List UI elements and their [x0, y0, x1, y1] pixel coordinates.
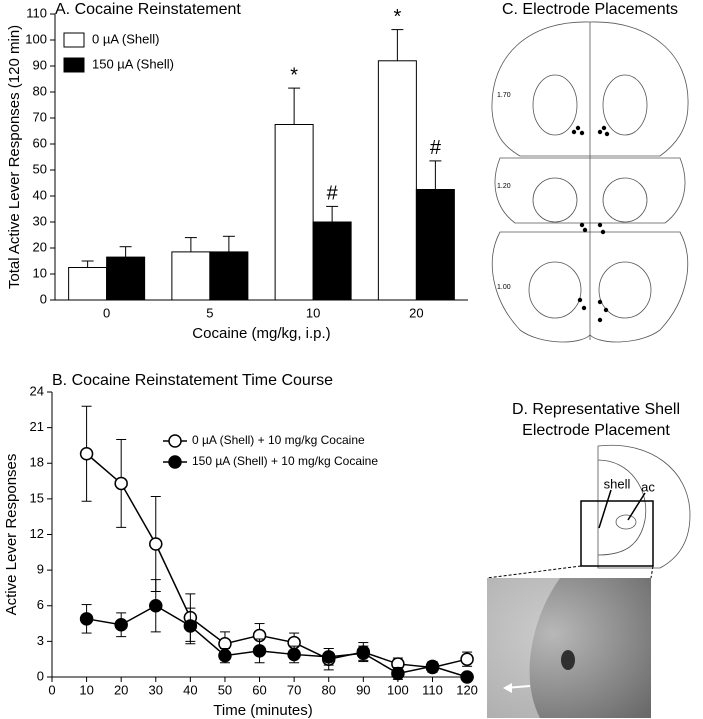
legend-swatch: [63, 32, 85, 48]
chart-title: B. Cocaine Reinstatement Time Course: [52, 372, 333, 389]
section-diagram: [486, 444, 691, 718]
y-tick-label: 100: [25, 31, 47, 46]
y-axis-label: Active Lever Responses: [3, 454, 20, 616]
y-tick-label: 90: [33, 57, 47, 72]
x-tick-label: 10: [79, 682, 93, 697]
y-tick-label: 70: [33, 109, 47, 124]
series-line: [86, 604, 468, 678]
series-line: [86, 453, 468, 669]
y-tick-label: 20: [33, 239, 47, 254]
panel-title: Electrode Placement: [522, 422, 670, 439]
y-tick-label: 50: [33, 161, 47, 176]
point: [460, 652, 474, 666]
y-tick-label: 0: [40, 291, 47, 306]
x-tick-label: 70: [287, 682, 301, 697]
point: [425, 659, 440, 674]
bar: [312, 221, 352, 301]
y-tick-label: 0: [37, 668, 44, 683]
point: [149, 537, 163, 551]
panel-title: D. Representative Shell: [512, 401, 680, 418]
chart-title: A. Cocaine Reinstatement: [55, 1, 241, 18]
panel-title: C. Electrode Placements: [502, 1, 678, 18]
legend-swatch: [63, 57, 85, 73]
bar: [415, 189, 455, 301]
x-tick-label: 20: [114, 682, 128, 697]
x-tick-label: 90: [356, 682, 370, 697]
y-tick-label: 40: [33, 187, 47, 202]
point: [218, 648, 232, 663]
point: [391, 666, 405, 681]
y-axis-label: Total Active Lever Responses (120 min): [6, 25, 23, 289]
x-tick-label: 60: [252, 682, 266, 697]
level-label: 1.00: [497, 284, 511, 291]
region-label: shell: [604, 476, 631, 491]
y-tick-label: 15: [30, 490, 44, 505]
x-tick-label: 40: [183, 682, 197, 697]
point: [460, 670, 474, 684]
legend-marker: [168, 455, 182, 469]
point: [183, 619, 198, 633]
significance-marker: #: [327, 183, 339, 205]
point: [218, 637, 232, 651]
x-tick-label: 5: [206, 305, 213, 320]
bar: [209, 251, 249, 301]
point: [356, 646, 371, 660]
significance-marker: *: [290, 64, 298, 86]
point: [287, 647, 301, 662]
legend-label: 150 µA (Shell): [92, 56, 174, 71]
level-label: 1.70: [497, 92, 511, 99]
x-axis-label: Cocaine (mg/kg, i.p.): [192, 325, 330, 342]
legend-label: 150 µA (Shell) + 10 mg/kg Cocaine: [192, 454, 378, 468]
point: [149, 599, 163, 613]
x-axis-label: Time (minutes): [213, 702, 312, 719]
y-tick-label: 6: [37, 597, 44, 612]
significance-marker: *: [393, 6, 401, 28]
point: [79, 447, 94, 461]
bar: [171, 251, 211, 301]
region-label: ac: [641, 479, 655, 494]
x-tick-label: 110: [422, 682, 443, 697]
bar: [68, 267, 108, 301]
y-tick-label: 110: [26, 5, 47, 20]
bar: [377, 60, 417, 301]
x-tick-label: 0: [48, 682, 55, 697]
point: [252, 644, 267, 658]
significance-marker: #: [430, 137, 442, 159]
y-tick-label: 24: [30, 383, 44, 398]
point: [79, 612, 94, 626]
level-label: 1.20: [497, 183, 511, 190]
x-tick-label: 0: [103, 305, 110, 320]
x-tick-label: 20: [409, 305, 423, 320]
x-tick-label: 50: [218, 682, 232, 697]
point: [114, 476, 128, 491]
y-tick-label: 10: [33, 265, 47, 280]
x-tick-label: 120: [456, 682, 478, 697]
y-tick-label: 80: [33, 83, 47, 98]
bar: [274, 124, 314, 301]
legend-label: 0 µA (Shell): [92, 31, 159, 46]
x-tick-label: 100: [387, 682, 409, 697]
x-tick-label: 10: [306, 305, 320, 320]
y-tick-label: 12: [30, 526, 44, 541]
x-tick-label: 30: [149, 682, 163, 697]
legend-marker: [168, 434, 182, 448]
bar: [106, 256, 146, 301]
x-tick-label: 80: [321, 682, 335, 697]
y-tick-label: 60: [33, 135, 47, 150]
point: [114, 618, 128, 632]
y-tick-label: 18: [30, 455, 44, 470]
brain-sections: [491, 21, 689, 343]
point: [321, 650, 336, 664]
y-tick-label: 9: [37, 562, 44, 577]
y-tick-label: 3: [37, 633, 44, 648]
y-tick-label: 21: [30, 419, 44, 434]
y-tick-label: 30: [33, 213, 47, 228]
legend-label: 0 µA (Shell) + 10 mg/kg Cocaine: [192, 433, 365, 447]
